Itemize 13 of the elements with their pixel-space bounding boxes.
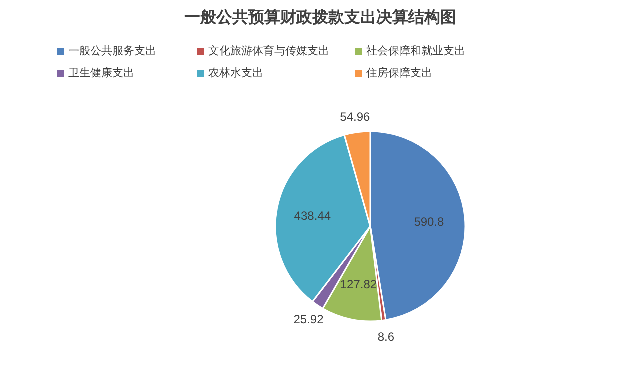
chart-title: 一般公共预算财政拨款支出决算结构图 [184,8,456,26]
data-label: 25.92 [294,312,324,326]
data-label: 127.82 [340,278,378,292]
legend-label: 一般公共服务支出 [68,44,156,58]
legend-label: 卫生健康支出 [68,66,134,80]
data-label: 54.96 [340,110,370,124]
data-label: 8.6 [378,330,395,344]
legend-label: 文化旅游体育与传媒支出 [208,44,330,58]
data-label: 590.8 [414,215,445,230]
legend-label: 农林水支出 [208,66,264,80]
data-label: 438.44 [294,208,332,223]
legend-label: 住房保障支出 [366,66,432,80]
legend-label: 社会保障和就业支出 [366,44,466,58]
